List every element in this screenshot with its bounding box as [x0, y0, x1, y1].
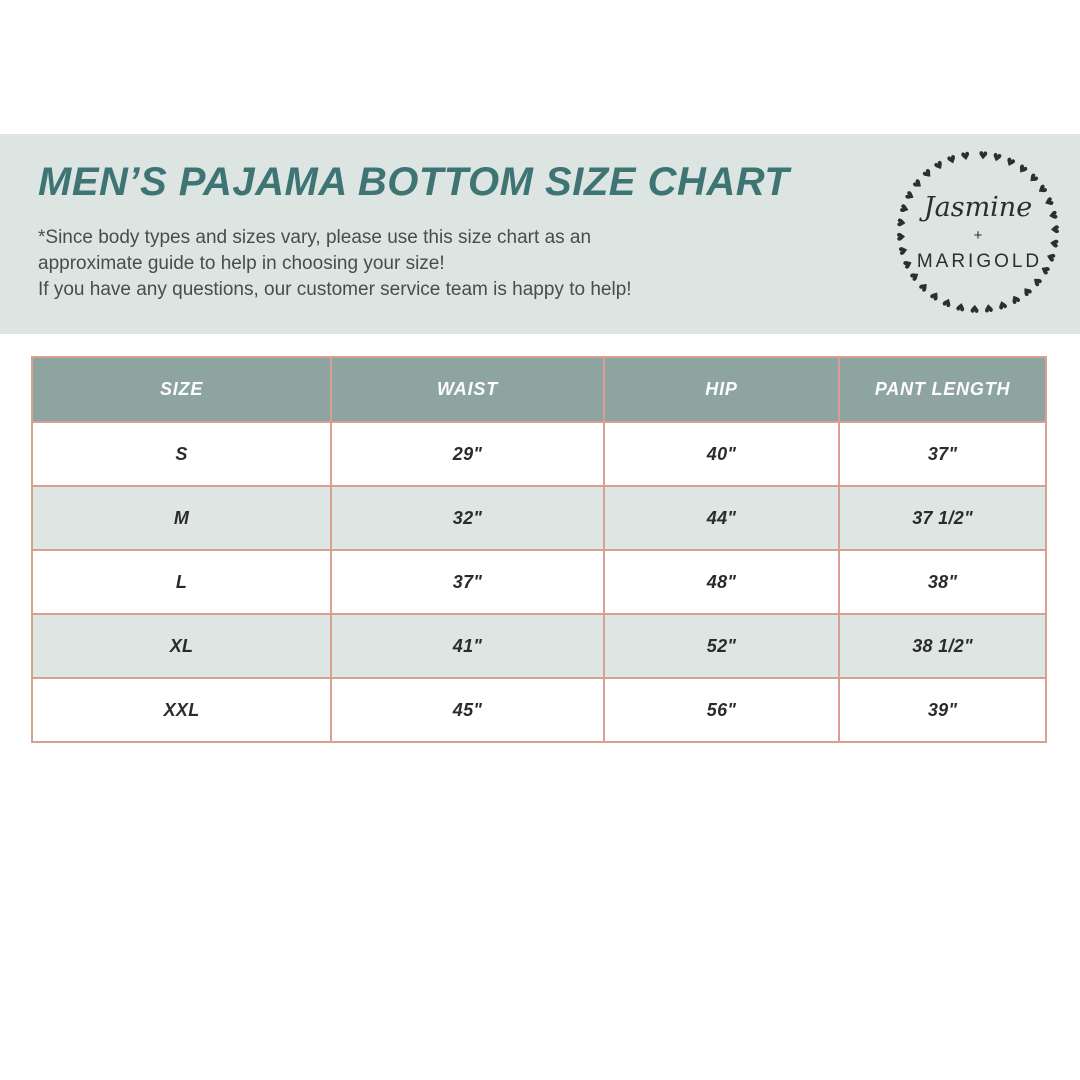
- banner-text-block: MEN’S PAJAMA BOTTOM SIZE CHART *Since bo…: [38, 160, 868, 304]
- cell-size: L: [30, 549, 333, 615]
- column-header-size: SIZE: [30, 356, 333, 423]
- cell-size: XL: [30, 613, 333, 679]
- brand-name-jasmine: Jasmine: [923, 191, 1033, 223]
- disclaimer-text: *Since body types and sizes vary, please…: [38, 225, 868, 304]
- cell-pant-length: 38 1/2": [838, 613, 1047, 679]
- header-banner: MEN’S PAJAMA BOTTOM SIZE CHART *Since bo…: [0, 134, 1080, 334]
- column-header-waist: WAIST: [330, 356, 605, 423]
- cell-waist: 29": [330, 421, 605, 487]
- hearts-ring-icon: ♥ ♥ ♥ ♥ ♥ ♥ ♥ ♥ ♥ ♥ ♥ ♥ ♥ ♥ ♥ ♥ ♥ ♥ ♥ ♥ …: [896, 150, 1060, 314]
- cell-pant-length: 39": [838, 677, 1047, 743]
- table-row-l: L 37" 48" 38": [30, 549, 1047, 615]
- cell-size: S: [30, 421, 333, 487]
- brand-logo: ♥ ♥ ♥ ♥ ♥ ♥ ♥ ♥ ♥ ♥ ♥ ♥ ♥ ♥ ♥ ♥ ♥ ♥ ♥ ♥ …: [896, 150, 1060, 314]
- brand-plus-sign: +: [973, 226, 983, 244]
- cell-size: XXL: [30, 677, 333, 743]
- table-row-s: S 29" 40" 37": [30, 421, 1047, 487]
- cell-waist: 32": [330, 485, 605, 551]
- page-title: MEN’S PAJAMA BOTTOM SIZE CHART: [38, 160, 790, 204]
- table-row-xl: XL 41" 52" 38 1/2": [30, 613, 1047, 679]
- cell-hip: 52": [602, 613, 841, 679]
- disclaimer-line-1: *Since body types and sizes vary, please…: [38, 227, 592, 248]
- cell-hip: 48": [602, 549, 841, 615]
- cell-waist: 41": [330, 613, 605, 679]
- disclaimer-line-2: approximate guide to help in choosing yo…: [38, 253, 445, 275]
- cell-hip: 40": [602, 421, 841, 487]
- cell-pant-length: 37": [838, 421, 1047, 487]
- cell-waist: 37": [330, 549, 605, 615]
- table-row-m: M 32" 44" 37 1/2": [30, 485, 1047, 551]
- size-chart-table: SIZE WAIST HIP PANT LENGTH S 29" 40" 37"…: [30, 356, 1047, 743]
- brand-name-marigold: MARIGOLD: [916, 250, 1043, 272]
- disclaimer-line-3: If you have any questions, our customer …: [38, 279, 632, 301]
- column-header-pant-length: PANT LENGTH: [838, 356, 1047, 423]
- cell-size: M: [30, 485, 333, 551]
- cell-pant-length: 38": [838, 549, 1047, 615]
- table-row-xxl: XXL 45" 56" 39": [30, 677, 1047, 743]
- cell-hip: 56": [602, 677, 841, 743]
- cell-waist: 45": [330, 677, 605, 743]
- cell-pant-length: 37 1/2": [838, 485, 1047, 551]
- cell-hip: 44": [602, 485, 841, 551]
- table-header-row: SIZE WAIST HIP PANT LENGTH: [30, 356, 1047, 423]
- brand-logo-text: Jasmine + MARIGOLD: [896, 150, 1060, 314]
- column-header-hip: HIP: [602, 356, 841, 423]
